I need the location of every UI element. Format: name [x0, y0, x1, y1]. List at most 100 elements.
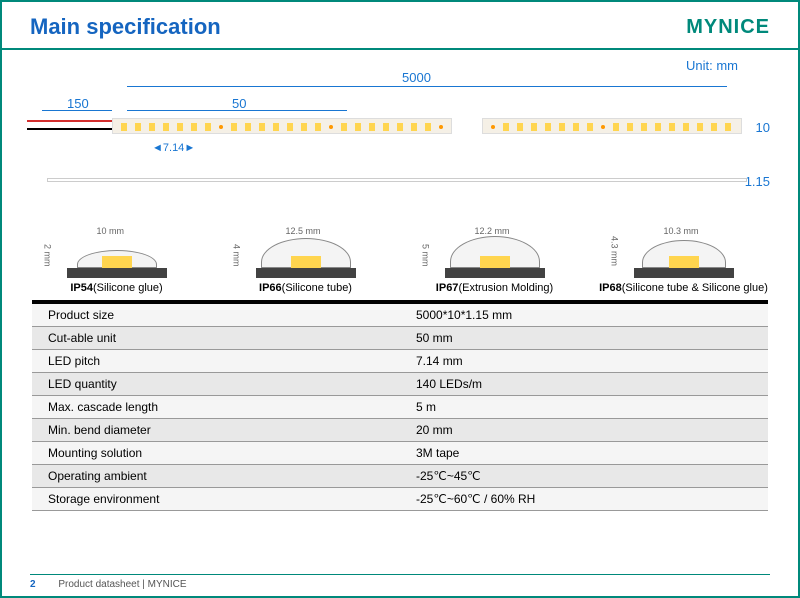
table-row: Storage environment-25℃~60℃ / 60% RH: [32, 488, 768, 511]
led-chip: [191, 123, 197, 131]
led-chip: [545, 123, 551, 131]
footer: 2 Product datasheet | MYNICE: [30, 574, 770, 590]
page-number: 2: [30, 579, 36, 590]
table-row: LED quantity140 LEDs/m: [32, 373, 768, 396]
led-chip: [697, 123, 703, 131]
ip-profiles: 10 mm 2 mm IP54(Silicone glue) 12.5 mm 4…: [22, 228, 778, 294]
led-strip-thin-side: [47, 178, 747, 182]
table-row: Product size5000*10*1.15 mm: [32, 303, 768, 327]
table-row: Operating ambient-25℃~45℃: [32, 465, 768, 488]
profile-label: IP67(Extrusion Molding): [410, 282, 580, 294]
led-chip: [205, 123, 211, 131]
table-row: Mounting solution3M tape: [32, 442, 768, 465]
profile-width: 12.5 mm: [286, 226, 321, 236]
led-chip: [613, 123, 619, 131]
led-chip: [503, 123, 509, 131]
profile-base: [67, 268, 167, 278]
led-chip: [397, 123, 403, 131]
profile-ip67: 12.2 mm 5 mm IP67(Extrusion Molding): [410, 228, 580, 294]
unit-label: Unit: mm: [686, 58, 738, 73]
led-chip: [411, 123, 417, 131]
spec-label: Cut-able unit: [32, 327, 400, 350]
cut-mark: [329, 125, 333, 129]
profile-height: 5 mm: [421, 244, 431, 267]
led-chip: [273, 123, 279, 131]
led-chip: [573, 123, 579, 131]
led-chip: [587, 123, 593, 131]
spec-value: -25℃~60℃ / 60% RH: [400, 488, 768, 511]
dim-line-5000: [127, 86, 727, 87]
led-chip: [287, 123, 293, 131]
profile-label: IP66(Silicone tube): [221, 282, 391, 294]
spec-value: 20 mm: [400, 419, 768, 442]
table-row: LED pitch7.14 mm: [32, 350, 768, 373]
spec-value: 5000*10*1.15 mm: [400, 303, 768, 327]
profile-label: IP68(Silicone tube & Silicone glue): [599, 282, 769, 294]
spec-label: LED pitch: [32, 350, 400, 373]
led-chip: [559, 123, 565, 131]
wire-red: [27, 120, 112, 122]
led-chip: [121, 123, 127, 131]
spec-label: Product size: [32, 303, 400, 327]
spec-value: 5 m: [400, 396, 768, 419]
led-strip-right: [482, 118, 742, 134]
profile-width: 12.2 mm: [475, 226, 510, 236]
led-chip: [149, 123, 155, 131]
profile-height: 2 mm: [43, 244, 53, 267]
led-chip: [245, 123, 251, 131]
led-chip: [163, 123, 169, 131]
spec-label: Mounting solution: [32, 442, 400, 465]
led-chip: [725, 123, 731, 131]
led-chip: [135, 123, 141, 131]
led-chip: [315, 123, 321, 131]
led-chip: [683, 123, 689, 131]
led-chip: [369, 123, 375, 131]
profile-chip: [669, 256, 699, 268]
dim-10: 10: [756, 120, 770, 135]
profile-ip68: 10.3 mm 4.3 mm IP68(Silicone tube & Sili…: [599, 228, 769, 294]
led-chip: [341, 123, 347, 131]
dim-115: 1.15: [745, 174, 770, 189]
cut-mark: [219, 125, 223, 129]
table-row: Cut-able unit50 mm: [32, 327, 768, 350]
spec-label: LED quantity: [32, 373, 400, 396]
spec-label: Min. bend diameter: [32, 419, 400, 442]
spec-value: -25℃~45℃: [400, 465, 768, 488]
spec-value: 3M tape: [400, 442, 768, 465]
profile-chip: [102, 256, 132, 268]
led-chip: [641, 123, 647, 131]
profile-chip: [480, 256, 510, 268]
spec-label: Operating ambient: [32, 465, 400, 488]
table-row: Max. cascade length5 m: [32, 396, 768, 419]
footer-text: Product datasheet | MYNICE: [58, 579, 186, 590]
profile-base: [634, 268, 734, 278]
spec-value: 7.14 mm: [400, 350, 768, 373]
led-chip: [517, 123, 523, 131]
led-chip: [655, 123, 661, 131]
led-chip: [383, 123, 389, 131]
wire-black: [27, 128, 112, 130]
led-chip: [627, 123, 633, 131]
spec-value: 140 LEDs/m: [400, 373, 768, 396]
led-chip: [177, 123, 183, 131]
cut-mark: [491, 125, 495, 129]
profile-base: [256, 268, 356, 278]
profile-base: [445, 268, 545, 278]
brand-logo: MYNICE: [686, 16, 770, 39]
profile-width: 10 mm: [97, 226, 125, 236]
led-chip: [669, 123, 675, 131]
page-title: Main specification: [30, 14, 221, 40]
profile-label: IP54(Silicone glue): [32, 282, 202, 294]
cut-mark: [439, 125, 443, 129]
header: Main specification MYNICE: [2, 2, 798, 50]
led-chip: [301, 123, 307, 131]
spec-table: Product size5000*10*1.15 mmCut-able unit…: [32, 300, 768, 511]
led-chip: [259, 123, 265, 131]
led-chip: [531, 123, 537, 131]
cut-mark: [601, 125, 605, 129]
dim-5000: 5000: [402, 70, 431, 85]
profile-height: 4 mm: [232, 244, 242, 267]
spec-value: 50 mm: [400, 327, 768, 350]
profile-ip54: 10 mm 2 mm IP54(Silicone glue): [32, 228, 202, 294]
spec-label: Storage environment: [32, 488, 400, 511]
